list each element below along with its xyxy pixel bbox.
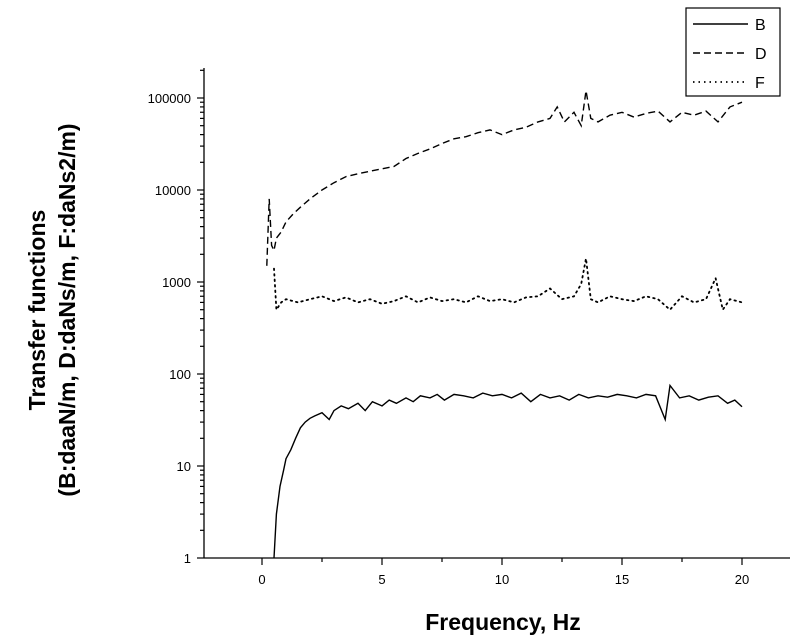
y-tick-label: 100 — [169, 367, 191, 382]
y-axis-title-line2: (B:daaN/m, D:daNs/m, F:daNs2/m) — [54, 123, 80, 496]
x-tick-label: 15 — [615, 572, 629, 587]
legend-items: BDF — [693, 17, 767, 92]
legend-label-b: B — [755, 17, 766, 34]
series-line-f — [273, 258, 743, 313]
x-axis-title: Frequency, Hz — [425, 609, 581, 635]
x-tick-label: 5 — [378, 572, 385, 587]
legend: BDF — [685, 7, 781, 97]
legend-label-f: F — [755, 75, 765, 92]
series-layer — [266, 90, 743, 559]
series-line-b — [273, 383, 743, 559]
x-tick-label: 10 — [495, 572, 509, 587]
y-ticks: 1 10 100 1000 10000 100000 — [148, 69, 204, 566]
x-ticks: 0 5 10 15 20 — [258, 558, 749, 587]
y-tick-label: 100000 — [148, 91, 191, 106]
y-tick-label: 10 — [177, 459, 191, 474]
y-axis-title-line1: Transfer functions — [24, 210, 50, 411]
y-tick-label: 1000 — [162, 275, 191, 290]
series-line-d — [266, 90, 743, 266]
legend-label-d: D — [755, 46, 767, 63]
y-tick-label: 10000 — [155, 183, 191, 198]
y-tick-label: 1 — [184, 551, 191, 566]
x-tick-label: 0 — [258, 572, 265, 587]
x-tick-label: 20 — [735, 572, 749, 587]
y-axis-title: Transfer functions (B:daaN/m, D:daNs/m, … — [24, 123, 80, 496]
plot-area: 0 5 10 15 20 1 10 100 1000 10000 100000 — [148, 68, 790, 587]
